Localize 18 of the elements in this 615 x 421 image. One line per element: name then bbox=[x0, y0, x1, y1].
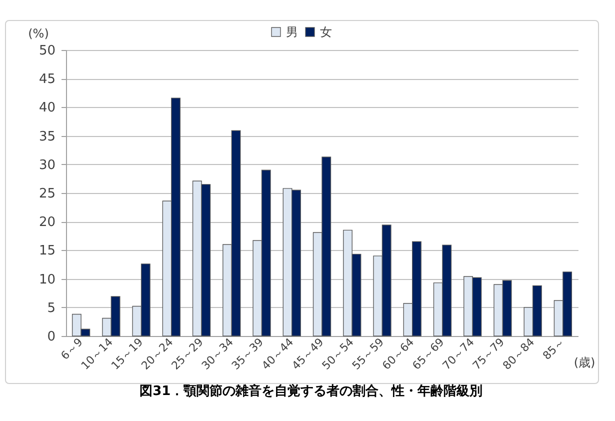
x-tick-label: 85～ bbox=[540, 336, 568, 362]
y-tick-label: 35 bbox=[38, 129, 56, 144]
legend-label: 女 bbox=[320, 25, 332, 39]
y-tick-label: 25 bbox=[38, 186, 56, 202]
legend-label: 男 bbox=[286, 25, 298, 39]
y-tick-label: 10 bbox=[38, 272, 56, 288]
y-tick-label: 50 bbox=[38, 44, 56, 58]
y-tick-label: 0 bbox=[47, 330, 56, 344]
text: 図31．顎関節の雑音を自覚する者の割合、性・年齢階級別 bbox=[140, 383, 483, 400]
x-axis-title: (歳) bbox=[574, 356, 596, 370]
y-tick-label: 40 bbox=[38, 100, 56, 116]
y-axis-title: (%) bbox=[28, 26, 49, 40]
y-tick-label: 30 bbox=[38, 158, 56, 173]
y-tick-label: 45 bbox=[38, 72, 56, 88]
x-tick-label: 6～9 bbox=[58, 336, 86, 362]
y-tick-label: 5 bbox=[47, 300, 56, 316]
y-tick-label: 15 bbox=[38, 244, 56, 259]
y-tick-label: 20 bbox=[38, 215, 56, 230]
